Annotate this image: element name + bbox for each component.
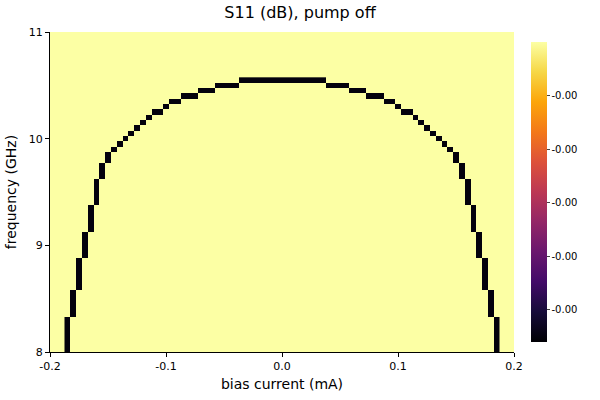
svg-text:-0.00: -0.00	[552, 197, 578, 208]
svg-text:8: 8	[36, 346, 43, 359]
svg-text:-0.1: -0.1	[155, 360, 176, 373]
svg-text:-0.00: -0.00	[552, 144, 578, 155]
svg-text:bias current (mA): bias current (mA)	[221, 376, 343, 392]
svg-text:10: 10	[29, 133, 43, 146]
svg-text:-0.2: -0.2	[39, 360, 60, 373]
svg-text:0.1: 0.1	[389, 360, 407, 373]
svg-text:0.2: 0.2	[505, 360, 523, 373]
svg-text:0.0: 0.0	[273, 360, 291, 373]
svg-text:-0.00: -0.00	[552, 90, 578, 101]
svg-text:-0.00: -0.00	[552, 304, 578, 315]
svg-text:11: 11	[29, 26, 43, 39]
svg-text:S11 (dB), pump off: S11 (dB), pump off	[224, 3, 376, 22]
svg-text:9: 9	[36, 239, 43, 252]
svg-text:frequency (GHz): frequency (GHz)	[3, 135, 19, 249]
svg-text:-0.00: -0.00	[552, 251, 578, 262]
